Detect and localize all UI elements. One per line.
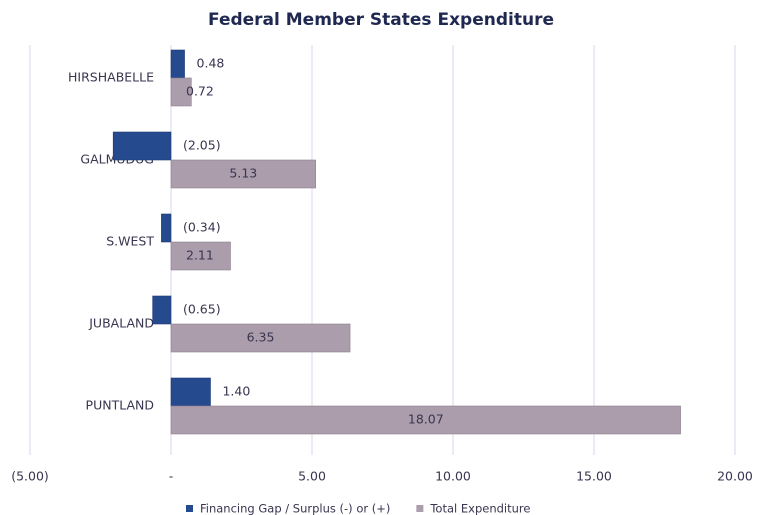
category-label: HIRSHABELLE: [68, 70, 154, 85]
legend-swatch: [416, 505, 424, 512]
x-tick-label: 5.00: [298, 469, 326, 484]
legend-swatch: [186, 505, 193, 512]
category-label: JUBALAND: [88, 316, 154, 331]
x-tick-label: 20.00: [717, 469, 753, 484]
bar: [170, 49, 185, 79]
x-tick-label: 10.00: [435, 469, 471, 484]
bar: [170, 77, 192, 107]
bar: [170, 377, 211, 407]
bar: [170, 241, 231, 271]
bar: [170, 323, 351, 353]
x-tick-label: (5.00): [11, 469, 49, 484]
value-label: (2.05): [183, 138, 221, 153]
legend-label: Total Expenditure: [429, 502, 530, 515]
value-label: (0.65): [183, 302, 221, 317]
chart-title: Federal Member States Expenditure: [208, 10, 554, 30]
bar: [112, 131, 172, 161]
value-label: 2.11: [186, 248, 214, 263]
value-label: 0.72: [186, 84, 214, 99]
legend-label: Financing Gap / Surplus (-) or (+): [200, 502, 390, 515]
bar: [170, 159, 316, 189]
value-label: 5.13: [229, 166, 257, 181]
x-tick-label: -: [169, 469, 174, 484]
category-label: S.WEST: [106, 234, 154, 249]
category-label: PUNTLAND: [86, 398, 154, 413]
x-tick-label: 15.00: [576, 469, 612, 484]
bar: [161, 213, 172, 243]
value-label: 6.35: [247, 330, 275, 345]
value-label: (0.34): [183, 220, 221, 235]
value-label: 18.07: [408, 412, 444, 427]
value-label: 0.48: [197, 56, 225, 71]
bar: [152, 295, 172, 325]
bar: [170, 405, 681, 435]
value-label: 1.40: [222, 384, 250, 399]
